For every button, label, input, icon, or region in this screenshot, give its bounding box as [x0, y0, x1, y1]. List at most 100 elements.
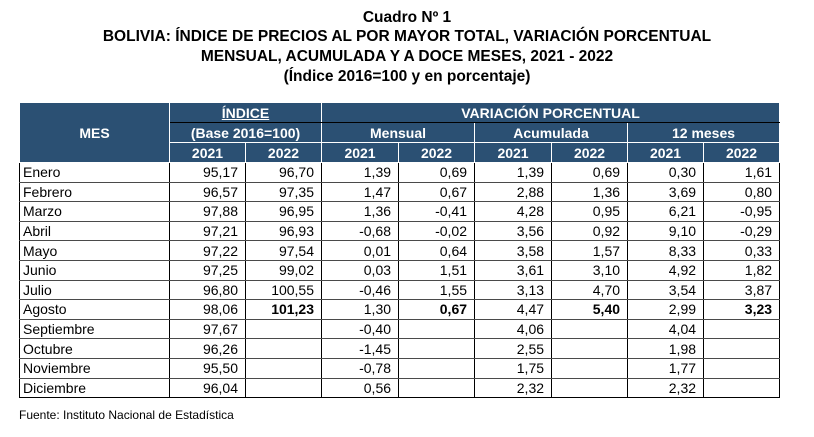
value-cell: 96,04 — [169, 378, 246, 399]
value-cell: 1,77 — [627, 358, 705, 379]
month-cell: Octubre — [19, 338, 170, 359]
table-row: Abril 97,21 96,93 -0,68 -0,02 3,56 0,92 9,10 -0,… — [19, 221, 781, 242]
value-cell: 96,26 — [169, 338, 246, 359]
value-cell: 3,56 — [474, 221, 553, 242]
table-row: Mayo 97,22 97,54 0,01 0,64 3,58 1,57 8,33 0,33 — [19, 240, 781, 261]
value-cell: 0,30 — [627, 162, 705, 183]
value-cell: 1,75 — [474, 358, 553, 379]
value-cell: 4,70 — [551, 280, 629, 301]
table-title-line-1: BOLIVIA: ÍNDICE DE PRECIOS AL POR MAYOR … — [102, 28, 712, 45]
header-year-2021: 2021 — [169, 142, 246, 163]
value-cell — [703, 378, 781, 399]
header-mensual: Mensual — [321, 122, 476, 143]
value-cell: 2,32 — [474, 378, 553, 399]
value-cell: 3,23 — [703, 299, 781, 320]
value-cell: 97,25 — [169, 260, 246, 281]
value-cell: 0,01 — [321, 240, 400, 261]
value-cell: 2,99 — [627, 299, 705, 320]
header-year-2022: 2022 — [244, 142, 323, 163]
value-cell: 0,67 — [398, 182, 476, 203]
table-row: Enero 95,17 96,70 1,39 0,69 1,39 0,69 0,30 1,61 — [19, 162, 781, 183]
value-cell: 1,39 — [474, 162, 553, 183]
value-cell: 96,93 — [244, 221, 323, 242]
table-title-block: Cuadro Nº 1 BOLIVIA: ÍNDICE DE PRECIOS A… — [0, 8, 814, 87]
header-acumulada: Acumulada — [474, 122, 629, 143]
value-cell: 96,95 — [244, 201, 323, 222]
value-cell: 1,57 — [551, 240, 629, 261]
value-cell: 3,58 — [474, 240, 553, 261]
month-cell: Junio — [19, 260, 170, 281]
value-cell: 0,69 — [398, 162, 476, 183]
value-cell: 2,55 — [474, 338, 553, 359]
value-cell: 97,67 — [169, 319, 246, 340]
value-cell: -0,40 — [321, 319, 400, 340]
value-cell: 0,92 — [551, 221, 629, 242]
value-cell: 95,17 — [169, 162, 246, 183]
table-row: Febrero 96,57 97,35 1,47 0,67 2,88 1,36 3,69 0,8… — [19, 182, 781, 203]
table-row: Diciembre 96,04 0,56 2,32 2,32 — [19, 378, 781, 399]
month-cell: Abril — [19, 221, 170, 242]
table-subtitle: (Índice 2016=100 y en porcentaje) — [283, 68, 531, 85]
value-cell: 1,30 — [321, 299, 400, 320]
header-12-meses: 12 meses — [627, 122, 781, 143]
month-cell: Julio — [19, 280, 170, 301]
value-cell — [551, 358, 629, 379]
value-cell: 2,32 — [627, 378, 705, 399]
value-cell: 97,35 — [244, 182, 323, 203]
table-row: Marzo 97,88 96,95 1,36 -0,41 4,28 0,95 6,21 -0,9… — [19, 201, 781, 222]
month-cell: Marzo — [19, 201, 170, 222]
header-indice: ÍNDICE — [168, 102, 323, 123]
value-cell: 6,21 — [627, 201, 705, 222]
value-cell: 1,39 — [321, 162, 400, 183]
value-cell: 0,80 — [703, 182, 781, 203]
value-cell: 0,64 — [398, 240, 476, 261]
value-cell: -0,29 — [703, 221, 781, 242]
month-cell: Enero — [19, 162, 170, 183]
value-cell: 1,36 — [321, 201, 400, 222]
value-cell: 5,40 — [551, 299, 629, 320]
value-cell: 0,56 — [321, 378, 400, 399]
value-cell: 3,87 — [703, 280, 781, 301]
value-cell — [703, 319, 781, 340]
value-cell: 1,55 — [398, 280, 476, 301]
value-cell — [398, 378, 476, 399]
value-cell: -1,45 — [321, 338, 400, 359]
header-year-2021: 2021 — [474, 142, 553, 163]
value-cell: -0,95 — [703, 201, 781, 222]
value-cell: 101,23 — [244, 299, 323, 320]
value-cell: 97,21 — [169, 221, 246, 242]
value-cell — [398, 338, 476, 359]
header-year-2021: 2021 — [627, 142, 705, 163]
value-cell — [244, 319, 323, 340]
value-cell: 3,10 — [551, 260, 629, 281]
value-cell: 2,88 — [474, 182, 553, 203]
value-cell: 99,02 — [244, 260, 323, 281]
table-row: Octubre 96,26 -1,45 2,55 1,98 — [19, 338, 781, 359]
header-year-2021: 2021 — [321, 142, 400, 163]
header-variacion: VARIACIÓN PORCENTUAL — [321, 102, 781, 123]
table-body: Enero 95,17 96,70 1,39 0,69 1,39 0,69 0,30 1,61 F… — [19, 162, 781, 399]
value-cell — [398, 319, 476, 340]
month-cell: Septiembre — [19, 319, 170, 340]
header-year-2022: 2022 — [703, 142, 781, 163]
value-cell: 1,98 — [627, 338, 705, 359]
month-cell: Febrero — [19, 182, 170, 203]
header-base: (Base 2016=100) — [168, 122, 323, 143]
value-cell: 1,82 — [703, 260, 781, 281]
value-cell: 0,67 — [398, 299, 476, 320]
value-cell: 100,55 — [244, 280, 323, 301]
value-cell: 1,47 — [321, 182, 400, 203]
value-cell — [398, 358, 476, 379]
value-cell — [703, 338, 781, 359]
price-index-table: MES ÍNDICE VARIACIÓN PORCENTUAL (Base 20… — [19, 102, 781, 399]
value-cell: 0,69 — [551, 162, 629, 183]
value-cell: -0,02 — [398, 221, 476, 242]
value-cell: -0,68 — [321, 221, 400, 242]
table-row: Septiembre 97,67 -0,40 4,06 4,04 — [19, 319, 781, 340]
value-cell — [551, 378, 629, 399]
value-cell: 8,33 — [627, 240, 705, 261]
month-cell: Noviembre — [19, 358, 170, 379]
value-cell: 98,06 — [169, 299, 246, 320]
value-cell — [551, 319, 629, 340]
value-cell: 4,28 — [474, 201, 553, 222]
